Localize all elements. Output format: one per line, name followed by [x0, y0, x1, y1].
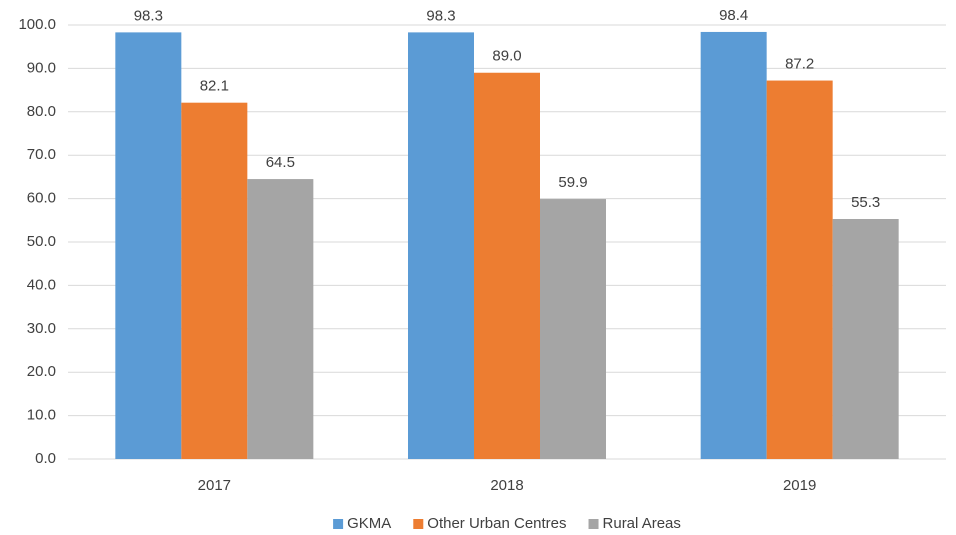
legend-swatch	[413, 519, 424, 529]
y-tick-label: 0.0	[35, 450, 56, 467]
data-label: 87.2	[785, 56, 814, 73]
y-tick-label: 60.0	[27, 190, 56, 207]
y-tick-label: 40.0	[27, 276, 56, 293]
y-tick-label: 10.0	[27, 407, 56, 424]
y-tick-label: 50.0	[27, 233, 56, 250]
bar	[408, 32, 474, 460]
bar	[540, 199, 606, 459]
legend-label: Other Urban Centres	[427, 515, 566, 532]
bar	[474, 72, 540, 460]
x-tick-label: 2017	[198, 477, 231, 494]
data-label: 98.3	[134, 7, 163, 24]
bar	[115, 32, 182, 460]
bar	[832, 218, 899, 459]
data-label: 98.3	[426, 7, 455, 24]
bar	[247, 179, 314, 459]
data-label: 89.0	[492, 48, 521, 65]
legend-swatch	[333, 519, 344, 529]
x-tick-label: 2019	[783, 477, 816, 494]
data-label: 82.1	[200, 78, 229, 95]
data-label: 98.4	[719, 7, 748, 24]
data-label: 64.5	[266, 154, 295, 171]
data-label: 59.9	[558, 174, 587, 191]
bar	[700, 31, 767, 459]
y-tick-label: 90.0	[27, 59, 56, 76]
y-tick-label: 100.0	[18, 16, 56, 33]
y-tick-label: 70.0	[27, 146, 56, 163]
bar	[766, 80, 833, 459]
y-tick-label: 80.0	[27, 103, 56, 120]
legend-label: GKMA	[347, 515, 391, 532]
bar	[181, 102, 248, 459]
legend-swatch	[588, 519, 599, 529]
x-tick-label: 2018	[490, 477, 523, 494]
y-tick-label: 30.0	[27, 320, 56, 337]
legend-label: Rural Areas	[603, 515, 681, 532]
y-tick-label: 20.0	[27, 363, 56, 380]
data-label: 55.3	[851, 194, 880, 211]
